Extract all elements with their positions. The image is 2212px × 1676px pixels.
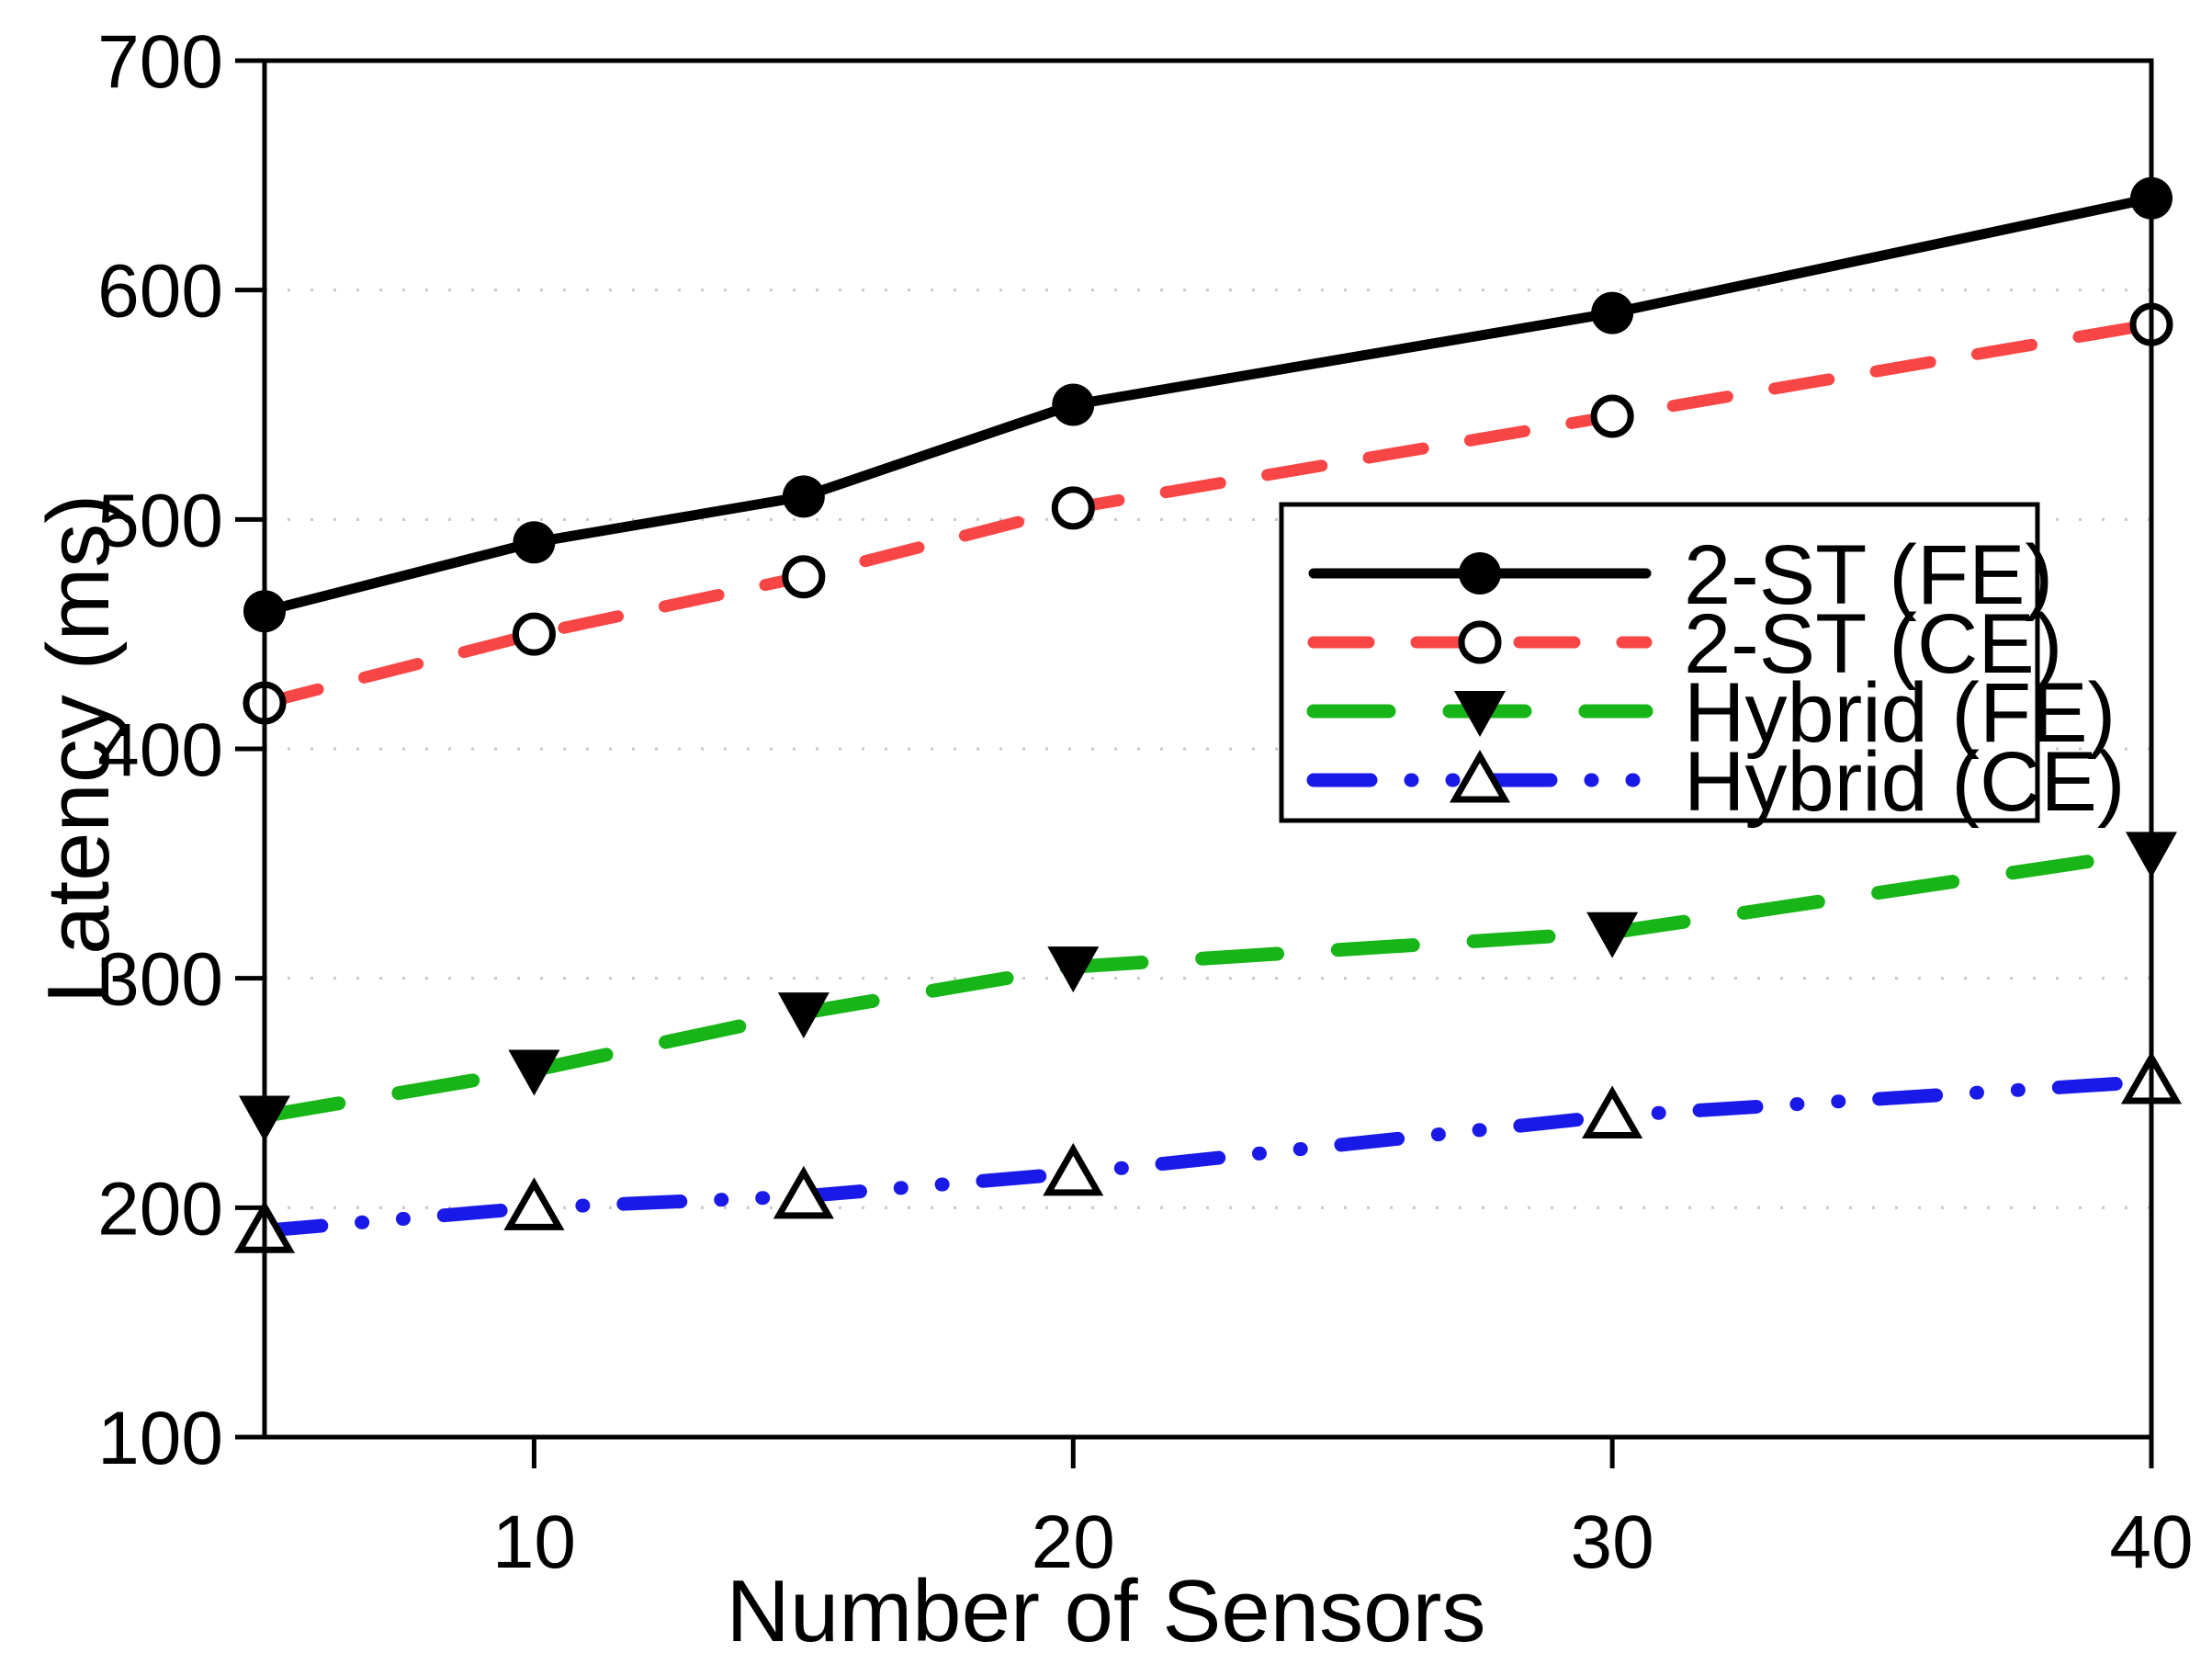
data-point-marker-open-triangle-up xyxy=(503,1177,565,1230)
x-tick-label-20: 20 xyxy=(1032,1500,1115,1584)
data-point-marker-filled-circle xyxy=(782,475,825,518)
y-tick-label-100: 100 xyxy=(97,1397,223,1480)
data-point-marker-filled-triangle-down xyxy=(1047,946,1100,993)
x-tick-label-10: 10 xyxy=(492,1500,576,1584)
y-tick-label-400: 400 xyxy=(97,708,223,792)
x-tick-label-40: 40 xyxy=(2109,1500,2193,1584)
y-axis-title: Latency (ms) xyxy=(29,494,128,1004)
legend-label: Hybrid (CE) xyxy=(1684,735,2125,829)
series-line-2-st-ce xyxy=(258,318,2158,709)
y-tick-label-700: 700 xyxy=(97,20,223,104)
y-tick-label-500: 500 xyxy=(97,479,223,562)
data-point-marker-open-circle xyxy=(512,612,556,656)
data-point-marker-filled-triangle-down xyxy=(777,992,830,1039)
y-tick-label-600: 600 xyxy=(97,250,223,334)
data-point-marker-filled-triangle-down xyxy=(508,1049,560,1096)
data-point-marker-open-circle xyxy=(1458,620,1502,664)
legend: 2-ST (FE)2-ST (CE)Hybrid (FE)Hybrid (CE) xyxy=(1279,502,2125,829)
data-point-marker-open-circle xyxy=(782,555,826,599)
gridlines xyxy=(265,289,2151,1209)
data-point-marker-open-circle xyxy=(1051,486,1095,530)
legend-box xyxy=(1279,502,2040,823)
data-point-marker-filled-circle xyxy=(513,521,556,564)
data-point-marker-filled-circle xyxy=(1459,552,1501,595)
legend-item-hybrid-fe: Hybrid (FE) xyxy=(1306,666,2116,760)
axis-ticks: 700 600 500 400 300 200 100 10 20 30 40 xyxy=(97,20,2193,1584)
data-point-marker-open-triangle-up xyxy=(1449,749,1511,803)
data-point-marker-open-triangle-up xyxy=(773,1165,834,1219)
legend-label: 2-ST (FE) xyxy=(1684,528,2053,622)
data-point-marker-filled-triangle-down xyxy=(1586,912,1639,958)
x-axis-title: Number of Sensors xyxy=(726,1562,1485,1660)
data-point-marker-open-triangle-up xyxy=(1582,1085,1643,1138)
data-point-marker-filled-triangle-down xyxy=(1454,691,1506,737)
data-point-marker-open-triangle-up xyxy=(1043,1142,1104,1196)
legend-item-2-st-fe: 2-ST (FE) xyxy=(1308,528,2053,622)
y-tick-label-200: 200 xyxy=(97,1167,223,1251)
data-point-marker-open-circle xyxy=(1590,394,1634,438)
series-line-hybrid-fe xyxy=(257,844,2159,1123)
data-point-marker-filled-circle xyxy=(1052,383,1095,426)
legend-label: Hybrid (FE) xyxy=(1684,666,2116,760)
series-line-hybrid-ce xyxy=(257,1074,2159,1238)
legend-item-hybrid-ce: Hybrid (CE) xyxy=(1306,735,2125,829)
series-line-2-st-fe xyxy=(259,193,2157,617)
y-tick-label-300: 300 xyxy=(97,938,223,1022)
x-tick-label-30: 30 xyxy=(1571,1500,1654,1584)
legend-label: 2-ST (CE) xyxy=(1684,597,2062,691)
legend-item-2-st-ce: 2-ST (CE) xyxy=(1307,597,2062,691)
data-point-marker-filled-circle xyxy=(1591,291,1634,334)
